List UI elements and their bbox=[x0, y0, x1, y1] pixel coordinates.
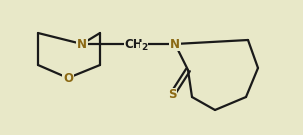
Text: N: N bbox=[77, 38, 87, 50]
Text: CH: CH bbox=[125, 38, 143, 50]
Text: O: O bbox=[63, 72, 73, 85]
Text: S: S bbox=[168, 89, 176, 102]
Text: N: N bbox=[170, 38, 180, 50]
Text: 2: 2 bbox=[141, 43, 147, 51]
